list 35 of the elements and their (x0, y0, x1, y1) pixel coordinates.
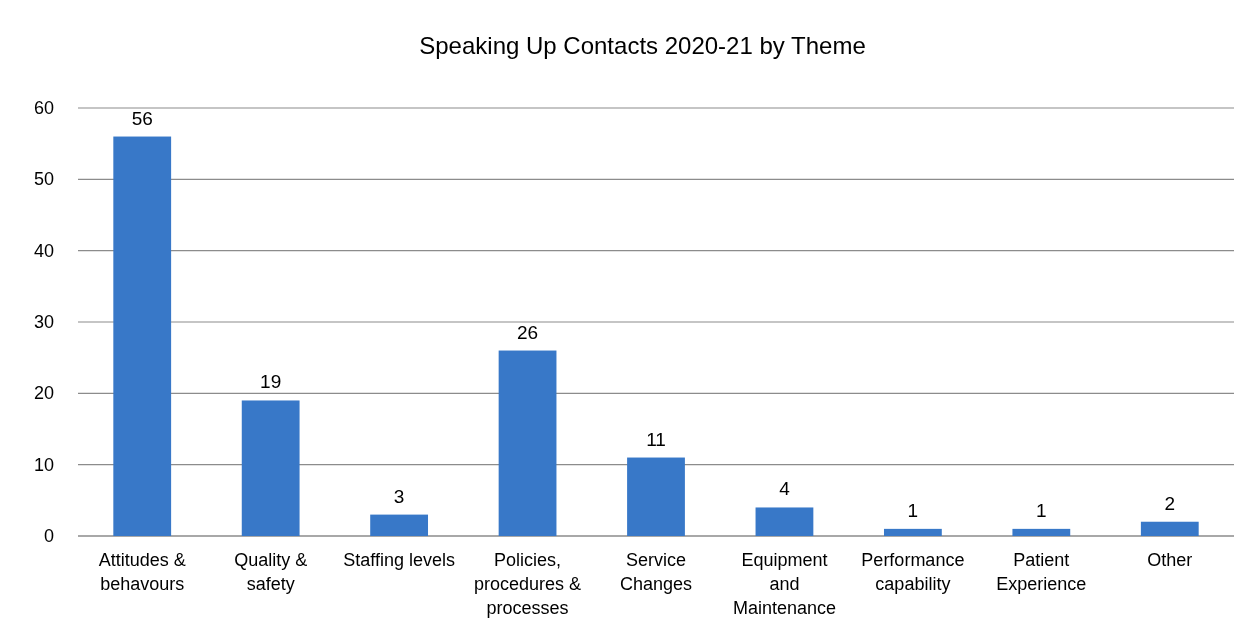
data-label: 4 (779, 478, 791, 500)
bar (113, 136, 172, 536)
data-label: 11 (646, 428, 666, 450)
bar (1140, 521, 1199, 536)
y-tick-label: 30 (33, 312, 54, 332)
bar (498, 350, 557, 536)
x-tick-label: Policies, procedures & processes (474, 550, 582, 618)
x-tick-label: Staffing levels (343, 550, 455, 570)
x-tick-label: Equipment and Maintenance (732, 550, 836, 618)
y-tick-label: 0 (43, 526, 54, 546)
bar (370, 514, 429, 536)
x-tick-label: Other (1147, 550, 1193, 570)
data-label: 19 (260, 371, 282, 393)
bar (627, 457, 685, 536)
x-tick-label: Performance capability (861, 550, 965, 594)
y-tick-label: 40 (33, 240, 54, 261)
data-label: 1 (907, 499, 919, 521)
data-label: 56 (131, 107, 153, 129)
data-label: 2 (1164, 492, 1176, 514)
bar (1012, 528, 1071, 536)
x-tick-label: Service Changes (619, 550, 693, 594)
x-tick-label: Attitudes & behavours (98, 550, 186, 594)
x-tick-label: Patient Experience (996, 550, 1087, 594)
bar (883, 528, 942, 536)
y-tick-label: 60 (33, 98, 54, 118)
chart-title: Speaking Up Contacts 2020-21 by Theme (419, 32, 866, 59)
y-tick-label: 10 (33, 454, 54, 475)
x-tick-label: Quality & safety (234, 550, 308, 594)
y-tick-label: 50 (33, 169, 54, 190)
data-label: 1 (1036, 499, 1047, 521)
data-label: 3 (393, 485, 405, 507)
bar (241, 400, 300, 536)
y-tick-label: 20 (33, 383, 54, 404)
data-label: 26 (516, 321, 539, 343)
bar (755, 507, 814, 536)
